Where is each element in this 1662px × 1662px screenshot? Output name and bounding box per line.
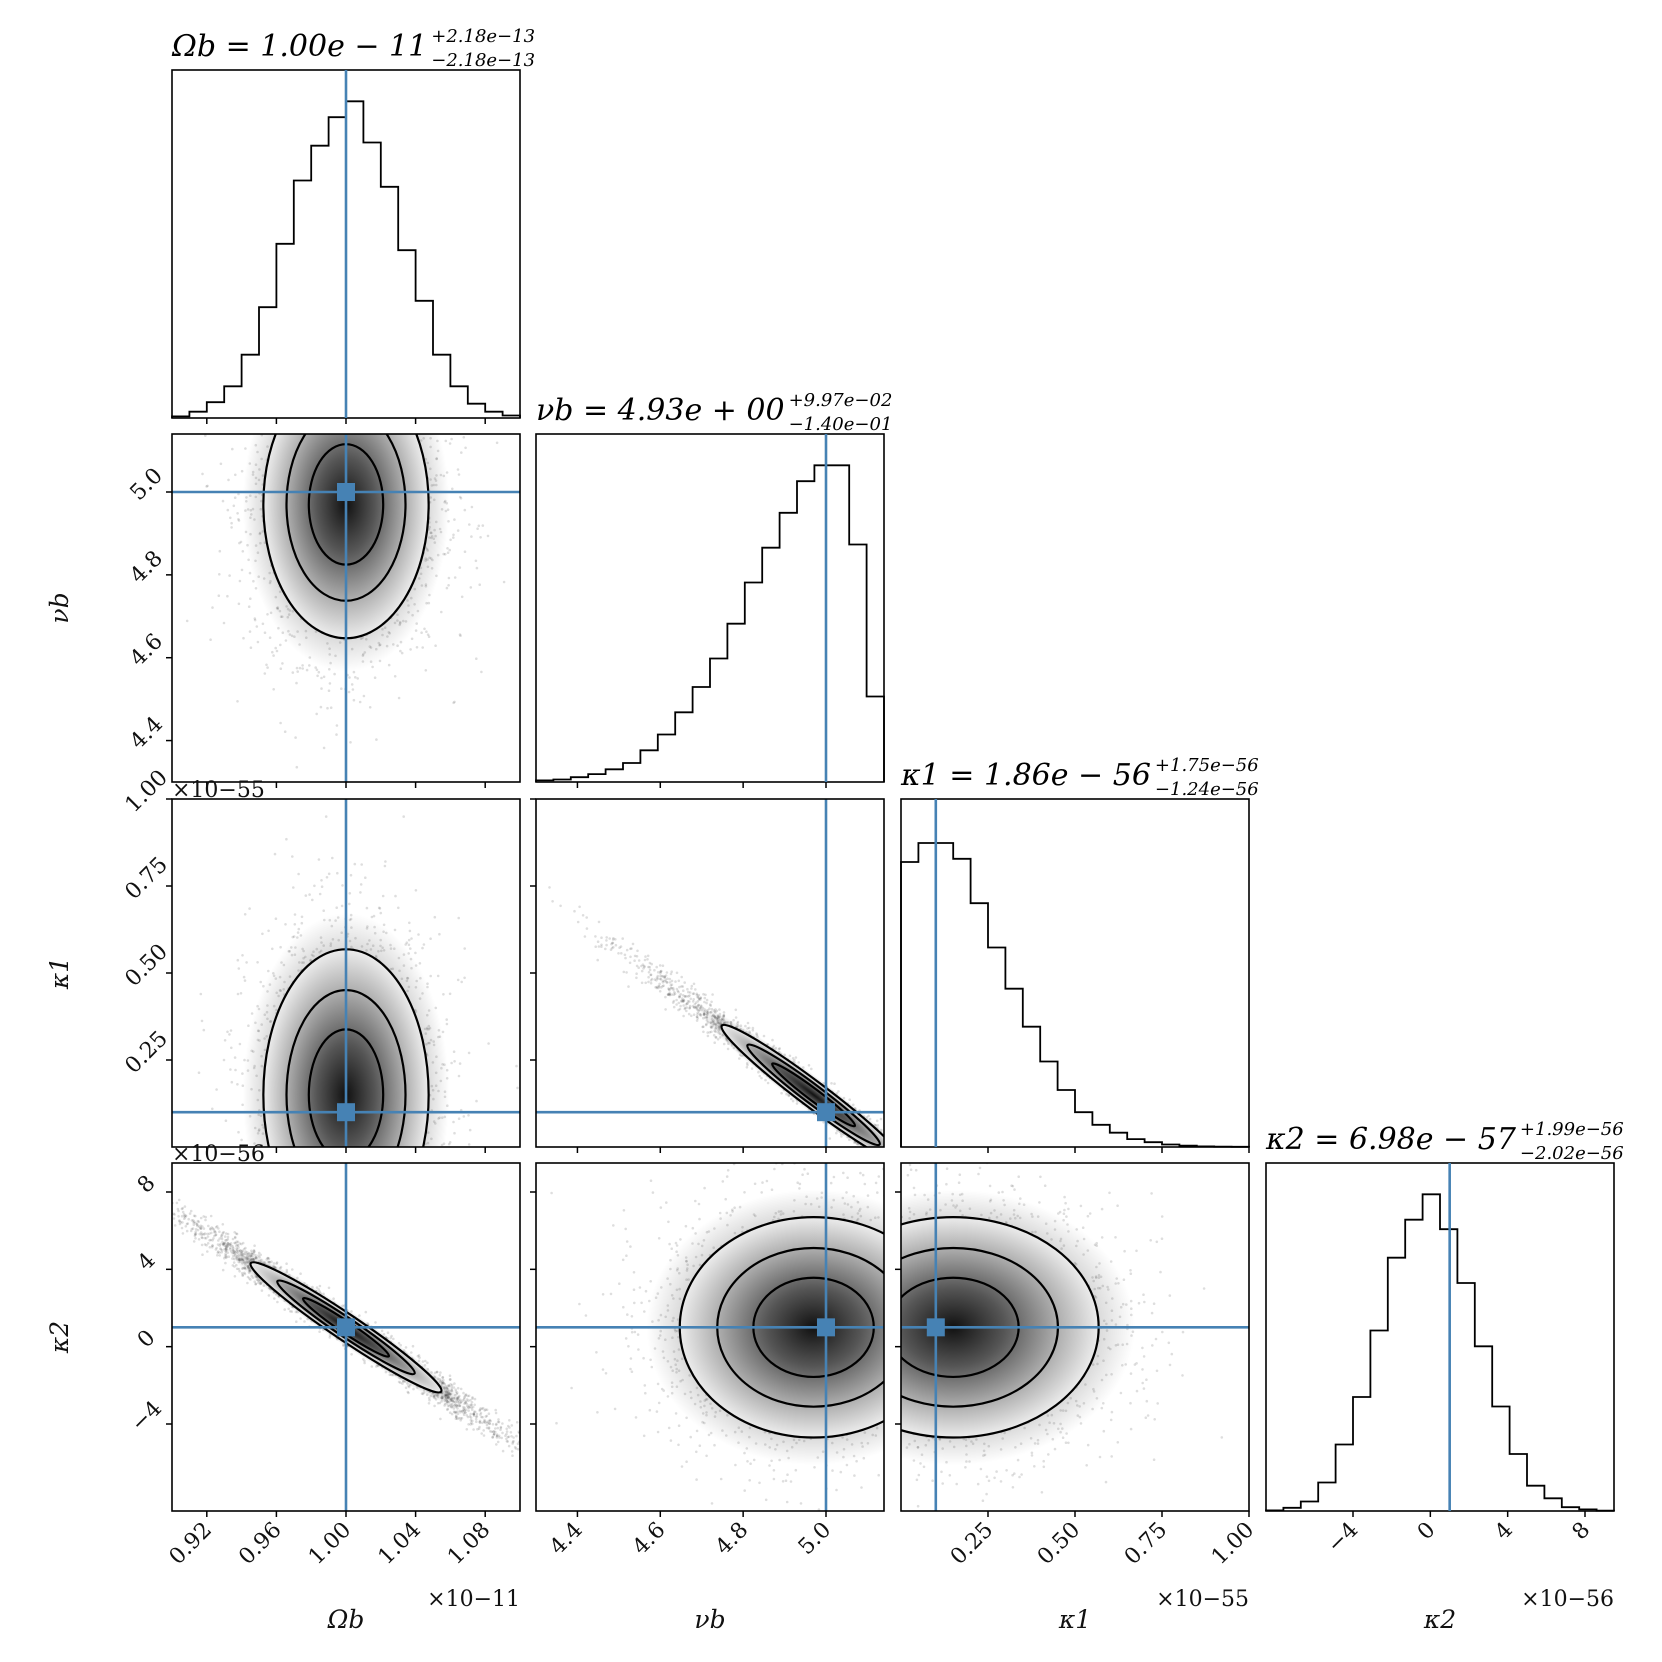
y-tick-label: 1.00 [121,765,173,817]
x-tick-label: 1.04 [374,1518,426,1570]
x-tick-label: 0.96 [234,1518,286,1570]
hist-title-sub: −2.18e−13 [431,50,535,71]
hist-title: νb = 4.93e + 00 [536,393,785,428]
hist-frame [536,434,884,782]
x-tick-label: 4 [1490,1518,1518,1546]
hist-title: Ωb = 1.00e − 11 [171,29,427,64]
x-tick-label: 0.92 [165,1518,217,1570]
x-tick-label: 1.08 [443,1518,495,1570]
y-tick-label: 8 [133,1171,161,1199]
hist-title-sup: +1.99e−56 [1520,1119,1624,1140]
y-axis-label: κ2 [45,1321,74,1354]
x-scale-label: ×10−11 [427,1587,520,1612]
y-axis-label: κ1 [45,957,74,990]
x-tick-label: 1.00 [1207,1518,1259,1570]
x-tick-label: 5.0 [794,1518,836,1560]
x-tick-label: 4.4 [545,1518,587,1560]
hist-panel-3: κ2 = 6.98e − 57 +1.99e−56 −2.02e−56 [1265,1119,1624,1511]
y-tick-label: 4.6 [126,629,168,671]
truth-marker [337,1103,355,1121]
truth-marker [817,1103,835,1121]
hist-title: κ2 = 6.98e − 57 [1265,1122,1517,1157]
x-axis-label: κ2 [1423,1605,1456,1634]
x-axis-label: νb [694,1605,725,1634]
x-scale-label: ×10−56 [1521,1587,1614,1612]
hist-title-sub: −1.40e−01 [789,414,893,435]
hist-title-sup: +2.18e−13 [431,26,535,47]
hist-title-sub: −2.02e−56 [1520,1143,1624,1164]
x-tick-label: 1.00 [304,1518,356,1570]
truth-marker [927,1318,945,1336]
y-scale-label: ×10−55 [172,778,265,803]
x-tick-label: 0.75 [1120,1518,1172,1570]
y-tick-label: 4.8 [126,546,168,588]
y-scale-label: ×10−56 [172,1142,265,1167]
y-tick-label: 4 [133,1248,161,1276]
y-tick-label: −4 [126,1396,167,1437]
hist-title: κ1 = 1.86e − 56 [900,758,1151,793]
x-tick-label: 4.8 [711,1518,753,1560]
x-axis-label: κ1 [1058,1605,1091,1634]
x-tick-label: 0.50 [1033,1518,1085,1570]
y-tick-label: 0.50 [121,939,173,991]
hist-title-sup: +1.75e−56 [1155,755,1259,776]
y-tick-label: 0 [133,1325,161,1353]
truth-marker [817,1318,835,1336]
y-tick-label: 4.4 [126,712,168,754]
hist-panel-2: κ1 = 1.86e − 56 +1.75e−56 −1.24e−56 [900,755,1259,1147]
y-tick-label: 5.0 [126,463,168,505]
x-tick-label: 0.25 [946,1518,998,1570]
truth-marker [337,483,355,501]
x-tick-label: 4.6 [628,1518,670,1560]
x-tick-label: 8 [1568,1518,1596,1546]
truth-marker [337,1318,355,1336]
y-axis-label: νb [45,592,74,623]
hist-panel-1: νb = 4.93e + 00 +9.97e−02 −1.40e−01 [536,390,892,782]
x-scale-label: ×10−55 [1156,1587,1249,1612]
hist-title-sub: −1.24e−56 [1155,779,1259,800]
x-tick-label: −4 [1323,1518,1364,1559]
hist-panel-0: Ωb = 1.00e − 11 +2.18e−13 −2.18e−13 [171,26,535,418]
y-tick-label: 0.75 [121,852,173,904]
x-axis-label: Ωb [327,1605,365,1634]
y-tick-label: 0.25 [121,1026,173,1078]
hist-title-sup: +9.97e−02 [789,390,893,411]
x-tick-label: 0 [1413,1518,1441,1546]
